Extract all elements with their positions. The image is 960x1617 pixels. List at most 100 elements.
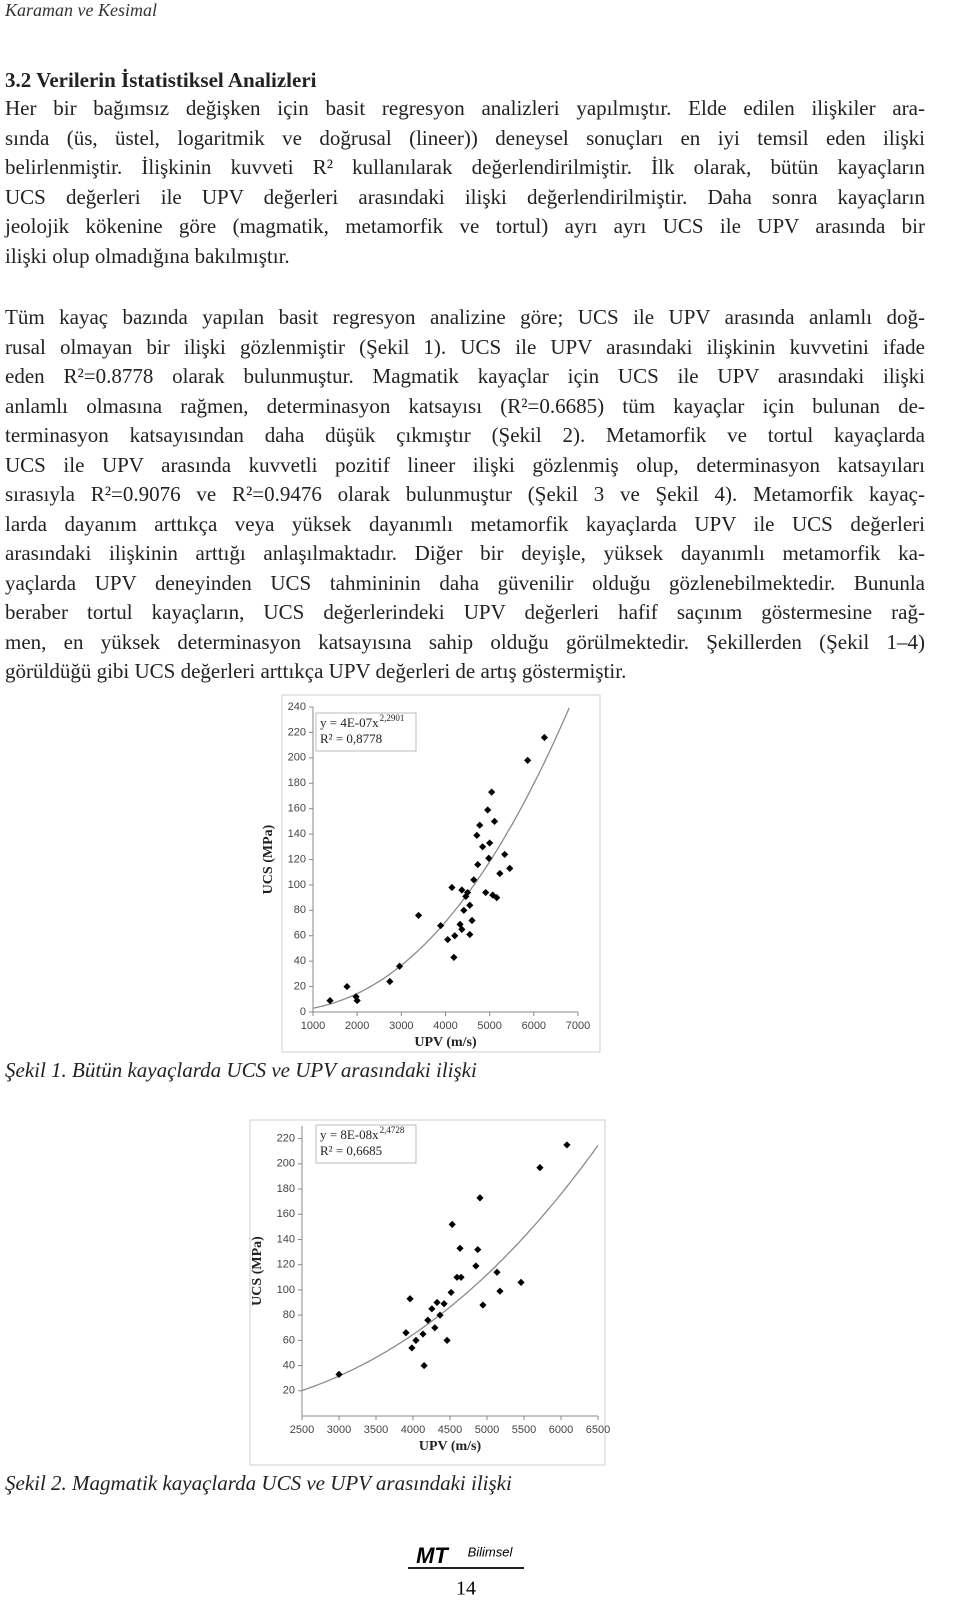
x-tick-label: 5000 xyxy=(477,1020,501,1032)
y-tick-label: 60 xyxy=(283,1334,295,1346)
line-text: yaçlarda UPV deneyinden UCS tahmininin d… xyxy=(5,570,925,595)
x-tick-label: 2500 xyxy=(290,1424,314,1436)
line-text: men, en yüksek determinasyon katsayısına… xyxy=(5,629,925,654)
x-tick-label: 3000 xyxy=(389,1020,413,1032)
line-text: ilişki olup olmadığına bakılmıştır. xyxy=(5,243,290,268)
y-tick-label: 160 xyxy=(277,1208,295,1220)
point xyxy=(540,733,549,742)
point xyxy=(466,930,474,939)
y-tick-label: 80 xyxy=(294,904,306,916)
point xyxy=(451,932,459,940)
y-tick-label: 240 xyxy=(288,701,306,713)
equation-box xyxy=(315,1124,417,1164)
equation: y = 4E-07x xyxy=(320,715,379,730)
point xyxy=(472,1262,480,1270)
line-text: larda dayanım arttıkça veya yüksek dayan… xyxy=(5,511,925,536)
point xyxy=(458,886,466,894)
chart-frame xyxy=(281,694,601,1053)
point xyxy=(479,843,487,851)
point xyxy=(493,894,501,902)
point xyxy=(493,1268,501,1276)
text-line: Tüm kayaç bazında yapılan basit regresyo… xyxy=(5,303,925,333)
line-text: eden R²=0.8778 olarak bulunmuştur. Magma… xyxy=(5,364,925,388)
paragraph: Tüm kayaç bazında yapılan basit regresyo… xyxy=(5,303,925,687)
point xyxy=(506,864,514,872)
text-line: beraber tortul kayaçların, UCS değerleri… xyxy=(5,598,925,628)
y-tick-label: 220 xyxy=(288,726,306,738)
point xyxy=(395,962,404,970)
y-tick-label: 80 xyxy=(283,1309,295,1321)
section-title: 3.2 Verilerin İstatistiksel Analizleri xyxy=(5,68,317,92)
point xyxy=(444,935,452,944)
point xyxy=(496,869,504,878)
equation-exponent: 2,2901 xyxy=(380,713,405,723)
point xyxy=(479,1301,487,1309)
point xyxy=(536,1164,544,1172)
r-squared: R² = 0,8778 xyxy=(320,731,382,746)
point xyxy=(428,1305,436,1313)
line-text: arasındaki ilişkinin arttığı anlaşılmakt… xyxy=(5,541,925,565)
text-line: UCS ile UPV arasında kuvvetli pozitif li… xyxy=(5,451,925,481)
point xyxy=(482,888,490,897)
x-tick-label: 3500 xyxy=(364,1424,388,1436)
x-tick-label: 6000 xyxy=(549,1424,573,1436)
point xyxy=(462,892,470,900)
point xyxy=(485,854,493,862)
chart-frame xyxy=(249,1119,606,1466)
y-tick-label: 220 xyxy=(277,1133,295,1145)
x-tick-label: 2000 xyxy=(345,1020,369,1032)
y-tick-label: 60 xyxy=(294,930,306,942)
equation-box xyxy=(315,712,417,752)
point xyxy=(453,1273,461,1281)
text-line: larda dayanım arttıkça veya yüksek dayan… xyxy=(5,510,925,540)
page-number: 14 xyxy=(456,1578,476,1600)
line-text: Her bir bağımsız değişken için basit reg… xyxy=(5,96,925,120)
point xyxy=(524,756,532,764)
text-line: sırasıyla R²=0.9076 ve R²=0.9476 olarak … xyxy=(5,480,925,510)
point xyxy=(489,891,497,899)
point xyxy=(448,1220,456,1228)
line-text: Tüm kayaç bazında yapılan basit regresyo… xyxy=(5,305,925,329)
point xyxy=(450,953,458,961)
x-axis-title: UPV (m/s) xyxy=(419,1439,482,1454)
text-line: terminasyon katsayısından daha düşük çık… xyxy=(5,421,925,451)
logo-sub: Bilimsel xyxy=(468,1544,514,1559)
point xyxy=(470,876,478,884)
x-tick-label: 6500 xyxy=(586,1424,610,1436)
point xyxy=(436,1311,444,1319)
point xyxy=(484,806,492,814)
y-tick-label: 100 xyxy=(288,879,306,891)
line-text: belirlenmiştir. İlişkinin kuvveti R² kul… xyxy=(5,155,925,179)
text-line: sında (üs, üstel, logaritmik ve doğrusal… xyxy=(5,124,925,154)
line-text: jeolojik kökenine göre (magmatik, metamo… xyxy=(5,214,925,238)
point xyxy=(563,1141,571,1149)
point xyxy=(424,1316,432,1324)
point xyxy=(463,888,472,897)
text-line: anlamlı olmasına rağmen, determinasyon k… xyxy=(5,392,925,422)
text-line: belirlenmiştir. İlişkinin kuvveti R² kul… xyxy=(5,153,925,183)
point xyxy=(468,916,476,925)
point xyxy=(448,883,456,892)
point xyxy=(496,1287,504,1295)
point xyxy=(474,1245,482,1254)
line-text: UCS değerleri ile UPV değerleri arasında… xyxy=(5,184,925,209)
figure-caption: Şekil 1. Bütün kayaçlarda UCS ve UPV ara… xyxy=(5,1058,477,1082)
y-tick-label: 100 xyxy=(277,1284,295,1296)
y-tick-label: 180 xyxy=(288,777,306,789)
y-axis-title: UCS (MPa) xyxy=(250,1236,265,1306)
point xyxy=(517,1278,525,1286)
line-text: beraber tortul kayaçların, UCS değerleri… xyxy=(5,600,925,624)
point xyxy=(501,850,509,859)
running-title: Karaman ve Kesimal xyxy=(5,0,157,20)
point xyxy=(466,901,474,909)
point xyxy=(476,821,484,829)
point xyxy=(335,1370,343,1378)
line-text: sırasıyla R²=0.9076 ve R²=0.9476 olarak … xyxy=(5,482,925,506)
x-tick-label: 5000 xyxy=(475,1424,499,1436)
point xyxy=(486,839,494,847)
point xyxy=(412,1336,420,1344)
line-text: görüldüğü gibi UCS değerleri arttıkça UP… xyxy=(5,659,627,683)
point xyxy=(458,925,466,933)
point xyxy=(431,1324,439,1332)
text-line: Her bir bağımsız değişken için basit reg… xyxy=(5,94,925,124)
